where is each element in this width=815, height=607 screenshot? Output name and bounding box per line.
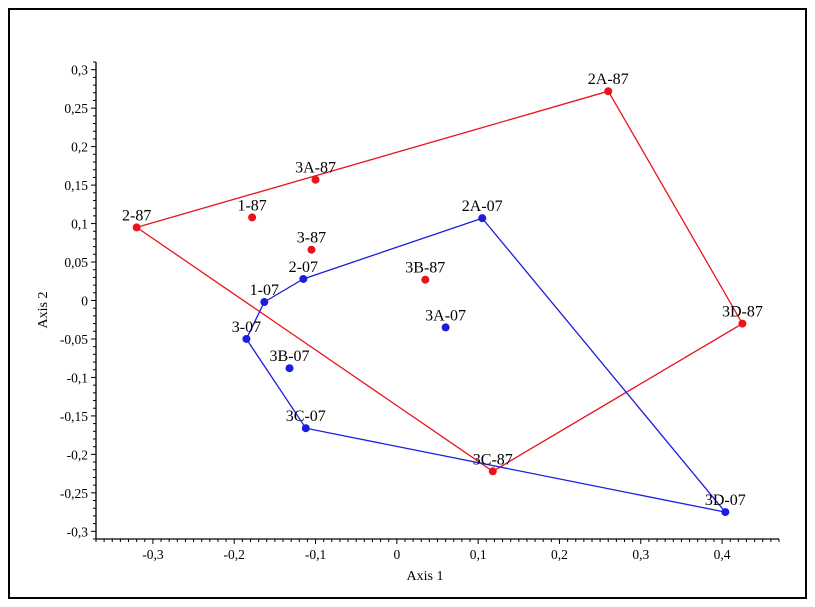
x-tick-label: 0,1	[470, 547, 487, 562]
data-points	[132, 87, 747, 517]
point-label: 3B-87	[405, 260, 445, 277]
y-tick-label: -0,2	[67, 447, 88, 462]
point-label: 1-07	[250, 282, 279, 299]
data-point	[248, 213, 257, 222]
point-label: 2A-87	[588, 71, 629, 88]
point-label: 3D-87	[722, 304, 763, 321]
y-tick-label: -0,1	[67, 370, 88, 385]
point-label: 3A-87	[295, 160, 336, 177]
y-tick-label: 0,05	[64, 255, 88, 270]
y-tick-label: -0,25	[60, 486, 88, 501]
data-point	[721, 508, 730, 517]
point-labels: 2A-87 3A-87 1-87 2-87 3-87 3B-87 3D-87 3C-87 2A-…	[122, 71, 763, 509]
hull-polygon-0	[135, 90, 744, 473]
data-point	[301, 424, 310, 433]
point-label: 3C-07	[286, 408, 326, 425]
y-tick-label: 0	[81, 294, 88, 309]
y-tick-label: -0,3	[67, 524, 89, 539]
data-point	[307, 245, 316, 254]
y-tick-label: 0,3	[71, 63, 88, 78]
point-label: 3-87	[297, 230, 326, 247]
x-tick-label: -0,2	[224, 547, 245, 562]
x-axis-label: Axis 1	[407, 569, 444, 584]
x-tick-label: 0,3	[632, 547, 649, 562]
hull-polygons	[135, 90, 744, 514]
point-label: 3A-07	[425, 307, 466, 324]
chart-frame: 0,3 0,25 0,2 0,15 0,1 0,05 0 -0,05 -0,1 -0,15 -0,2…	[8, 8, 807, 599]
data-point	[260, 298, 269, 307]
y-tick-label: 0,15	[64, 178, 88, 193]
data-point	[311, 175, 320, 184]
data-point	[488, 467, 497, 476]
axes: 0,3 0,25 0,2 0,15 0,1 0,05 0 -0,05 -0,1 -0,15 -0,2…	[60, 61, 780, 562]
data-point	[242, 334, 251, 343]
y-tick-label: -0,05	[60, 332, 88, 347]
point-label: 3C-87	[473, 451, 513, 468]
point-label: 2-87	[122, 207, 151, 224]
x-tick-label: -0,3	[142, 547, 164, 562]
point-label: 1-87	[237, 197, 266, 214]
data-point	[132, 223, 141, 232]
x-tick-label: 0,4	[714, 547, 731, 562]
data-point	[299, 274, 308, 283]
point-label: 2A-07	[462, 198, 503, 215]
y-tick-label: 0,2	[71, 140, 88, 155]
data-point	[604, 87, 613, 96]
y-axis-label: Axis 2	[36, 292, 51, 329]
data-point	[285, 364, 294, 373]
x-tick-label: 0	[393, 547, 400, 562]
y-tick-label: -0,15	[60, 409, 88, 424]
point-label: 2-07	[289, 259, 318, 276]
scatter-plot: 0,3 0,25 0,2 0,15 0,1 0,05 0 -0,05 -0,1 -0,15 -0,2…	[36, 61, 780, 584]
x-tick-label: 0,2	[551, 547, 568, 562]
y-tick-label: 0,1	[71, 217, 88, 232]
point-label: 3-07	[232, 319, 261, 336]
data-point	[421, 275, 430, 284]
data-point	[441, 323, 450, 332]
data-point	[738, 319, 747, 328]
point-label: 3B-07	[270, 348, 310, 365]
x-tick-label: -0,1	[305, 547, 326, 562]
y-tick-label: 0,25	[64, 101, 88, 116]
point-label: 3D-07	[705, 492, 746, 509]
data-point	[478, 214, 487, 223]
